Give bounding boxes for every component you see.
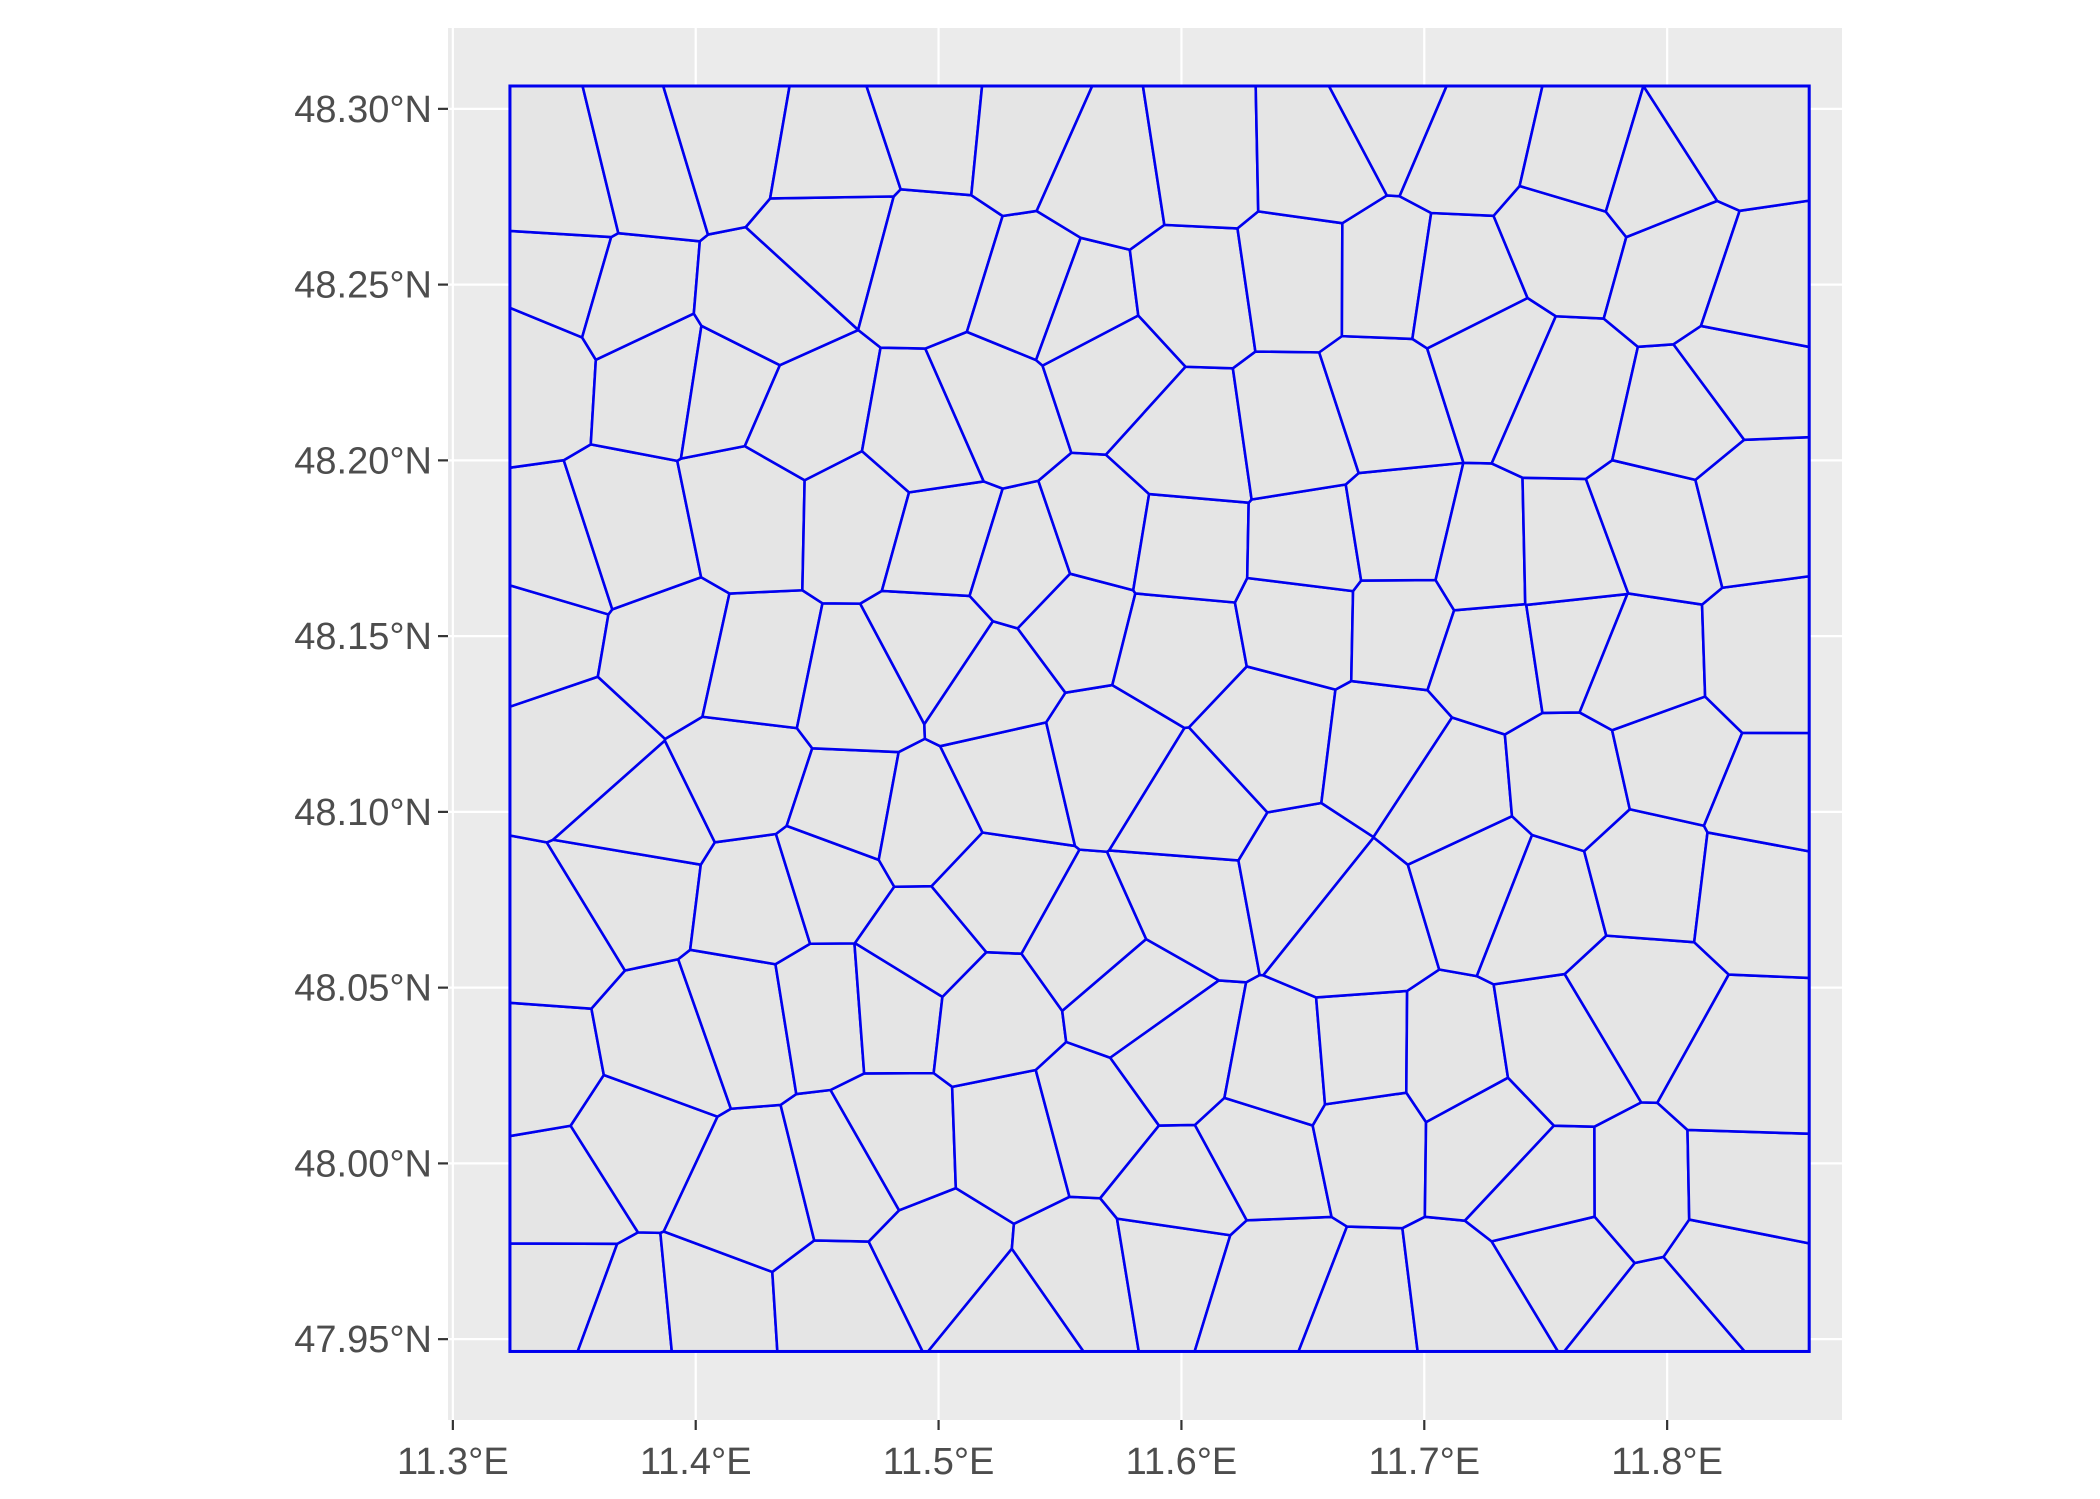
x-tick-label: 11.4°E (640, 1441, 752, 1483)
y-tick-label: 48.30°N (294, 89, 432, 131)
x-tick-label: 11.5°E (883, 1441, 995, 1483)
y-tick-label: 47.95°N (294, 1319, 432, 1361)
y-tick-label: 48.00°N (294, 1143, 432, 1185)
x-tick-label: 11.7°E (1368, 1441, 1480, 1483)
x-axis: 11.3°E 11.4°E 11.5°E 11.6°E 11.7°E 11.8°E (397, 1420, 1723, 1483)
y-tick-label: 48.05°N (294, 968, 432, 1010)
voronoi-cells (508, 84, 1811, 1353)
voronoi-cell (1692, 831, 1811, 980)
y-tick-label: 48.20°N (294, 440, 432, 482)
y-tick-label: 48.10°N (294, 792, 432, 834)
voronoi-cell (1700, 574, 1811, 735)
x-tick-label: 11.6°E (1126, 1441, 1238, 1483)
y-tick-label: 48.25°N (294, 265, 432, 307)
study-area-outline (508, 84, 1811, 1353)
voronoi-cell (1311, 1091, 1428, 1230)
voronoi-cell (1245, 483, 1363, 593)
x-tick-label: 11.3°E (397, 1441, 509, 1483)
voronoi-cell (1236, 210, 1344, 354)
voronoi-cell (1314, 989, 1409, 1106)
y-axis: 47.95°N 48.00°N 48.05°N 48.10°N 48.15°N 48.20… (294, 89, 448, 1361)
y-tick-label: 48.15°N (294, 616, 432, 658)
voronoi-cell (1131, 492, 1250, 604)
x-tick-label: 11.8°E (1611, 1441, 1723, 1483)
